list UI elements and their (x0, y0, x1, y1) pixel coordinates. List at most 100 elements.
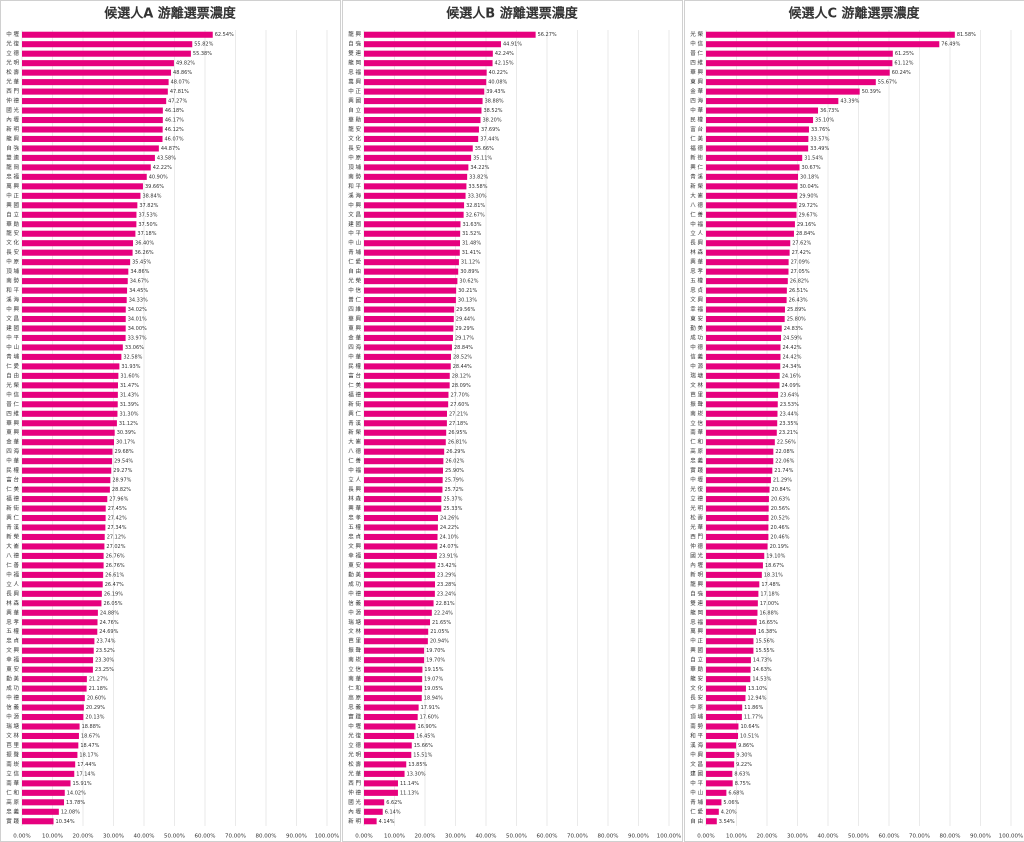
x-tick-label: 90.00% (286, 834, 307, 840)
data-label: 31.30% (119, 411, 138, 417)
category-label: 文 林 (6, 731, 19, 739)
category-label: 龍 安 (690, 675, 703, 683)
bar (364, 657, 425, 664)
bar (364, 154, 472, 161)
bar (364, 429, 447, 436)
bar (22, 79, 169, 86)
category-label: 芭 里 (690, 390, 703, 398)
data-label: 43.39% (840, 99, 859, 105)
bar (364, 183, 467, 190)
category-label: 光 復 (6, 40, 19, 48)
data-label: 24.34% (782, 364, 801, 370)
bar (706, 685, 746, 692)
data-label: 37.82% (139, 203, 158, 209)
category-label: 自 立 (6, 210, 19, 218)
bar (706, 581, 760, 588)
category-label: 林 森 (348, 495, 361, 503)
data-label: 21.65% (432, 620, 451, 626)
category-label: 東 安 (348, 561, 361, 569)
bar (706, 202, 797, 209)
category-label: 仁 美 (6, 485, 19, 493)
bar (706, 230, 794, 237)
bar (706, 363, 781, 370)
bar (22, 202, 138, 209)
category-label: 東 興 (348, 324, 361, 332)
data-label: 16.38% (758, 629, 777, 635)
category-label: 龍 岡 (348, 59, 361, 67)
bar (22, 183, 143, 190)
data-label: 49.82% (176, 61, 195, 67)
bar (364, 315, 454, 323)
data-label: 29.56% (456, 307, 475, 313)
category-label: 高 原 (348, 694, 361, 702)
data-label: 13.30% (407, 771, 426, 777)
category-label: 中 華 (690, 106, 703, 114)
bar (22, 429, 115, 436)
category-label: 中 山 (348, 239, 361, 247)
category-label: 四 維 (348, 305, 361, 313)
data-label: 23.64% (780, 392, 799, 398)
category-label: 雙 連 (6, 153, 19, 161)
category-label: 實 踐 (348, 713, 361, 721)
category-label: 中 正 (348, 87, 361, 95)
bar (364, 458, 444, 465)
bar (22, 657, 94, 664)
category-label: 光 華 (348, 769, 361, 777)
data-label: 14.02% (67, 790, 86, 796)
data-label: 23.44% (779, 411, 798, 417)
category-label: 仁 善 (348, 457, 361, 465)
category-label: 中 德 (348, 589, 361, 597)
data-label: 23.25% (95, 667, 114, 673)
bar (364, 562, 436, 569)
category-label: 忠 貞 (690, 286, 703, 294)
bar (22, 439, 115, 446)
category-label: 興 華 (690, 258, 703, 266)
bar (22, 496, 108, 503)
x-tick-label: 60.00% (537, 834, 558, 840)
bar (364, 609, 432, 616)
x-tick-label: 20.00% (73, 834, 94, 840)
data-label: 19.70% (426, 648, 445, 654)
data-label: 11.13% (400, 790, 419, 796)
data-label: 25.33% (443, 506, 462, 512)
category-label: 國 光 (6, 106, 19, 114)
category-label: 國 光 (690, 551, 703, 559)
category-label: 中 興 (6, 305, 19, 313)
category-label: 仁 愛 (348, 258, 361, 266)
data-label: 16.65% (759, 620, 778, 626)
data-label: 26.82% (790, 279, 809, 285)
data-label: 3.54% (719, 819, 735, 825)
data-label: 14.53% (752, 677, 771, 683)
data-label: 32.67% (466, 212, 485, 218)
bar (22, 135, 163, 143)
category-label: 建 國 (6, 324, 19, 332)
data-label: 56.27% (538, 32, 557, 38)
category-label: 溪 海 (690, 741, 703, 749)
data-label: 27.09% (791, 260, 810, 266)
bar (22, 628, 98, 635)
category-label: 四 海 (348, 343, 361, 351)
bar (364, 192, 466, 199)
data-label: 60.24% (892, 70, 911, 76)
bar (706, 533, 769, 541)
bar (706, 410, 778, 417)
data-label: 46.17% (165, 118, 184, 124)
category-label: 實 踐 (690, 466, 703, 474)
bar (364, 79, 487, 86)
x-tick-label: 80.00% (940, 834, 961, 840)
bar (706, 249, 790, 256)
category-label: 溪 海 (348, 191, 361, 199)
bar (706, 41, 940, 48)
data-label: 28.84% (454, 345, 473, 351)
bar (22, 60, 174, 67)
data-label: 10.64% (740, 724, 759, 730)
data-label: 36.73% (820, 108, 839, 114)
bar (22, 533, 105, 541)
bar (706, 126, 809, 133)
category-label: 西 門 (348, 780, 361, 787)
data-label: 23.52% (96, 648, 115, 654)
category-label: 光 華 (690, 523, 703, 531)
category-label: 長 興 (690, 239, 703, 247)
bar (364, 448, 445, 455)
category-label: 長 安 (348, 144, 361, 152)
